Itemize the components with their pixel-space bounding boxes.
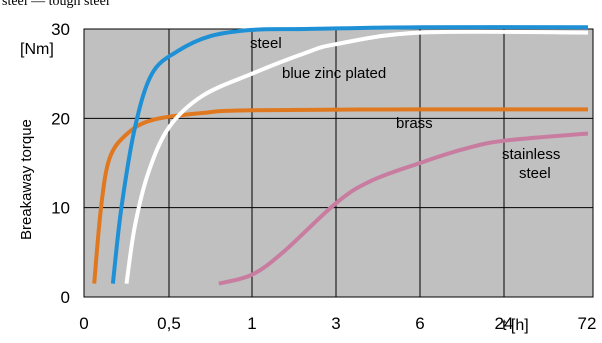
y-axis-title: Breakaway torque	[18, 119, 35, 240]
y-tick-label: 20	[51, 109, 70, 128]
x-tick-label: 6	[415, 314, 424, 333]
y-tick-label: 0	[61, 288, 70, 307]
series-line-steel	[110, 25, 589, 284]
x-tick-label: 0,5	[157, 314, 181, 333]
series-lines	[92, 25, 589, 286]
top-label: steel — tough steel	[2, 0, 110, 9]
series-label-stainless-steel: steel	[519, 165, 551, 182]
y-tick-label: 10	[51, 199, 70, 218]
x-tick-label: 0	[79, 314, 88, 333]
series-label-blue-zinc-plated: blue zinc plated	[282, 65, 386, 82]
series-label-stainless: stainless	[502, 146, 560, 163]
x-tick-label: 72	[578, 314, 597, 333]
y-tick-label: 30	[51, 20, 70, 39]
series-line-blue-zinc-plated	[124, 29, 589, 284]
series-line-stainless-steel	[218, 131, 589, 286]
series-label-steel: steel	[250, 35, 282, 52]
x-tick-label: 3	[331, 314, 340, 333]
axis-tick-labels: 0 0,5 1 3 6 24 72 0 10 20 30	[51, 20, 596, 333]
series-line-brass	[92, 107, 589, 284]
x-tick-label: 1	[247, 314, 256, 333]
x-axis-title: t [h]	[502, 317, 529, 334]
x-tick-label: 24	[495, 314, 514, 333]
series-label-brass: brass	[396, 115, 433, 132]
y-axis-unit: [Nm]	[20, 41, 54, 58]
